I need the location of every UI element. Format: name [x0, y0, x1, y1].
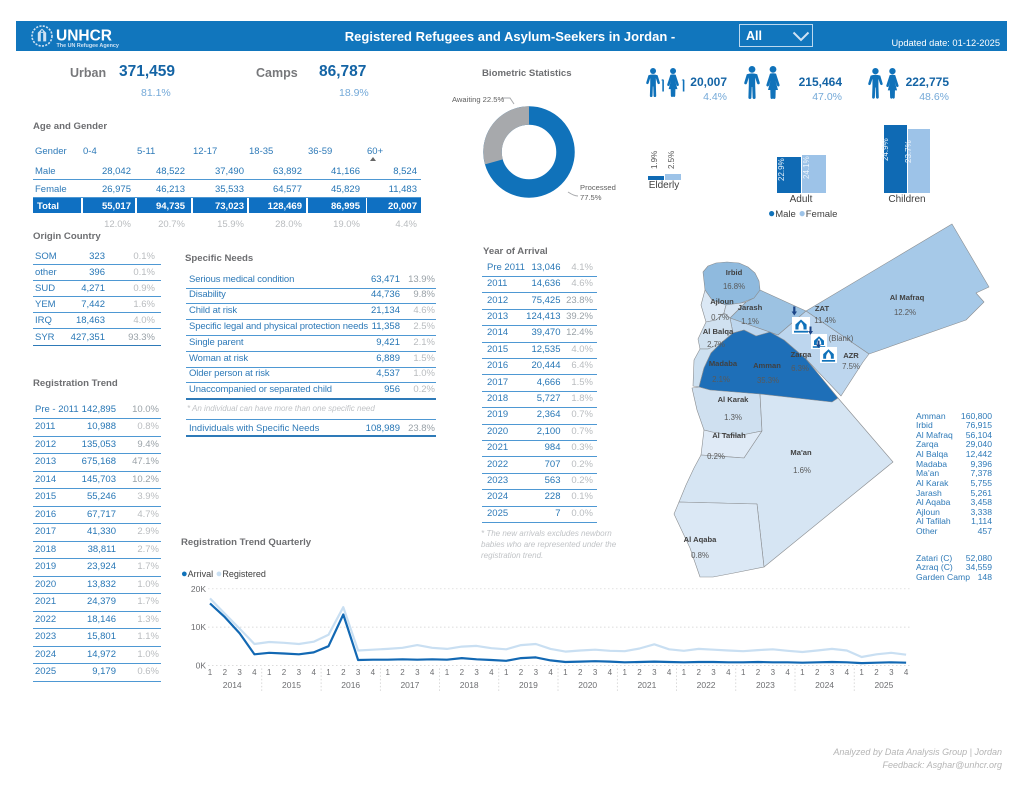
svg-text:4: 4: [845, 668, 850, 677]
svg-text:3: 3: [474, 668, 479, 677]
svg-text:4: 4: [904, 668, 909, 677]
svg-text:4: 4: [371, 668, 376, 677]
svg-text:3: 3: [534, 668, 539, 677]
svg-text:Ma'an: Ma'an: [790, 448, 812, 457]
svg-text:(Blank): (Blank): [829, 334, 854, 343]
svg-text:2016: 2016: [341, 680, 360, 690]
svg-text:3: 3: [711, 668, 716, 677]
svg-text:2: 2: [756, 668, 761, 677]
svg-text:ZAT: ZAT: [815, 304, 830, 313]
svg-text:2: 2: [341, 668, 346, 677]
svg-text:Al Tafilah: Al Tafilah: [712, 431, 746, 440]
svg-text:2017: 2017: [400, 680, 419, 690]
svg-text:1: 1: [682, 668, 687, 677]
svg-text:20K: 20K: [191, 584, 206, 594]
svg-text:2014: 2014: [223, 680, 242, 690]
svg-text:2: 2: [578, 668, 583, 677]
svg-text:11.4%: 11.4%: [814, 316, 836, 325]
svg-text:4: 4: [667, 668, 672, 677]
svg-text:1: 1: [326, 668, 331, 677]
svg-text:35.3%: 35.3%: [757, 376, 779, 385]
svg-text:UNHCR: UNHCR: [56, 28, 112, 45]
svg-text:3: 3: [652, 668, 657, 677]
svg-text:2.7%: 2.7%: [707, 340, 725, 349]
svg-text:0.2%: 0.2%: [707, 452, 725, 461]
svg-text:1: 1: [859, 668, 864, 677]
svg-text:2: 2: [519, 668, 524, 677]
svg-text:4: 4: [726, 668, 731, 677]
svg-text:7.5%: 7.5%: [842, 362, 860, 371]
svg-text:3: 3: [771, 668, 776, 677]
svg-text:2020: 2020: [578, 680, 597, 690]
svg-text:Madaba: Madaba: [709, 359, 738, 368]
svg-text:0K: 0K: [196, 660, 207, 670]
svg-text:The UN Refugee Agency: The UN Refugee Agency: [57, 43, 119, 49]
svg-text:2: 2: [874, 668, 879, 677]
svg-text:1.1%: 1.1%: [741, 317, 759, 326]
svg-text:10K: 10K: [191, 622, 206, 632]
svg-text:Al Balqa: Al Balqa: [703, 327, 734, 336]
svg-text:4: 4: [430, 668, 435, 677]
svg-text:Amman: Amman: [753, 361, 781, 370]
svg-text:2: 2: [815, 668, 820, 677]
svg-text:0.7%: 0.7%: [711, 313, 729, 322]
svg-text:3: 3: [297, 668, 302, 677]
svg-text:0.8%: 0.8%: [691, 551, 709, 560]
svg-text:2025: 2025: [874, 680, 893, 690]
svg-text:3: 3: [593, 668, 598, 677]
svg-text:AZR: AZR: [843, 351, 859, 360]
svg-text:3: 3: [356, 668, 361, 677]
svg-text:4: 4: [489, 668, 494, 677]
svg-text:1: 1: [800, 668, 805, 677]
svg-text:2: 2: [400, 668, 405, 677]
svg-text:1: 1: [445, 668, 450, 677]
svg-text:Al Mafraq: Al Mafraq: [890, 293, 925, 302]
svg-text:1.3%: 1.3%: [724, 413, 742, 422]
svg-text:Al Aqaba: Al Aqaba: [684, 535, 717, 544]
svg-text:Zarqa: Zarqa: [791, 350, 812, 359]
svg-text:3: 3: [889, 668, 894, 677]
svg-text:4: 4: [608, 668, 613, 677]
svg-text:2021: 2021: [637, 680, 656, 690]
svg-text:6.3%: 6.3%: [791, 364, 809, 373]
svg-text:Jarash: Jarash: [738, 303, 763, 312]
svg-text:4: 4: [548, 668, 553, 677]
svg-text:2: 2: [282, 668, 287, 677]
svg-text:Irbid: Irbid: [726, 268, 743, 277]
svg-text:2: 2: [460, 668, 465, 677]
svg-text:1: 1: [563, 668, 568, 677]
svg-text:2019: 2019: [519, 680, 538, 690]
svg-text:2022: 2022: [697, 680, 716, 690]
svg-text:2: 2: [696, 668, 701, 677]
svg-text:Ajloun: Ajloun: [710, 297, 734, 306]
svg-text:2023: 2023: [756, 680, 775, 690]
svg-text:1: 1: [504, 668, 509, 677]
svg-text:1: 1: [741, 668, 746, 677]
svg-text:77.5%: 77.5%: [580, 193, 602, 202]
svg-text:3: 3: [237, 668, 242, 677]
svg-text:3: 3: [830, 668, 835, 677]
svg-text:2: 2: [637, 668, 642, 677]
svg-text:1: 1: [208, 668, 213, 677]
svg-text:1: 1: [267, 668, 272, 677]
svg-text:2.1%: 2.1%: [712, 375, 730, 384]
svg-text:Processed: Processed: [580, 183, 616, 192]
svg-text:2015: 2015: [282, 680, 301, 690]
svg-text:4: 4: [252, 668, 257, 677]
svg-text:1: 1: [385, 668, 390, 677]
svg-text:2: 2: [223, 668, 228, 677]
svg-text:16.8%: 16.8%: [723, 282, 745, 291]
svg-text:4: 4: [785, 668, 790, 677]
svg-text:2024: 2024: [815, 680, 834, 690]
svg-text:12.2%: 12.2%: [894, 308, 916, 317]
svg-text:4: 4: [311, 668, 316, 677]
svg-text:2018: 2018: [460, 680, 479, 690]
svg-text:Awaiting 22.5%: Awaiting 22.5%: [452, 95, 504, 104]
svg-text:Al Karak: Al Karak: [718, 395, 750, 404]
svg-text:3: 3: [415, 668, 420, 677]
svg-text:1.6%: 1.6%: [793, 466, 811, 475]
svg-text:1: 1: [622, 668, 627, 677]
